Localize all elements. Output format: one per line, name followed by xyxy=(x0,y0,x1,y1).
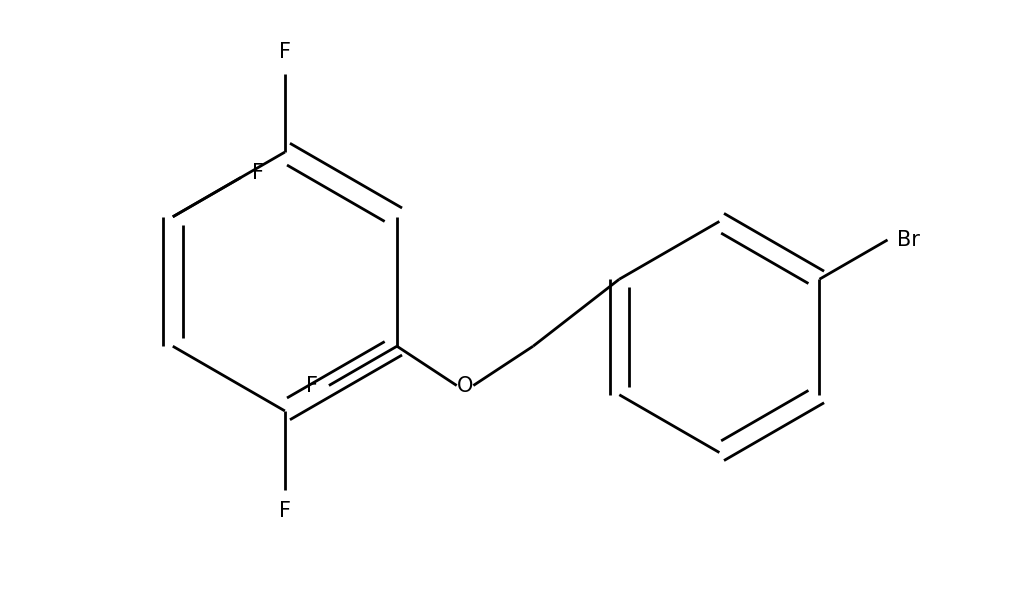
Text: F: F xyxy=(279,500,291,521)
Text: O: O xyxy=(457,376,474,395)
Text: Br: Br xyxy=(897,230,920,250)
Text: F: F xyxy=(279,43,291,62)
Text: F: F xyxy=(305,376,318,395)
Text: F: F xyxy=(252,163,264,183)
